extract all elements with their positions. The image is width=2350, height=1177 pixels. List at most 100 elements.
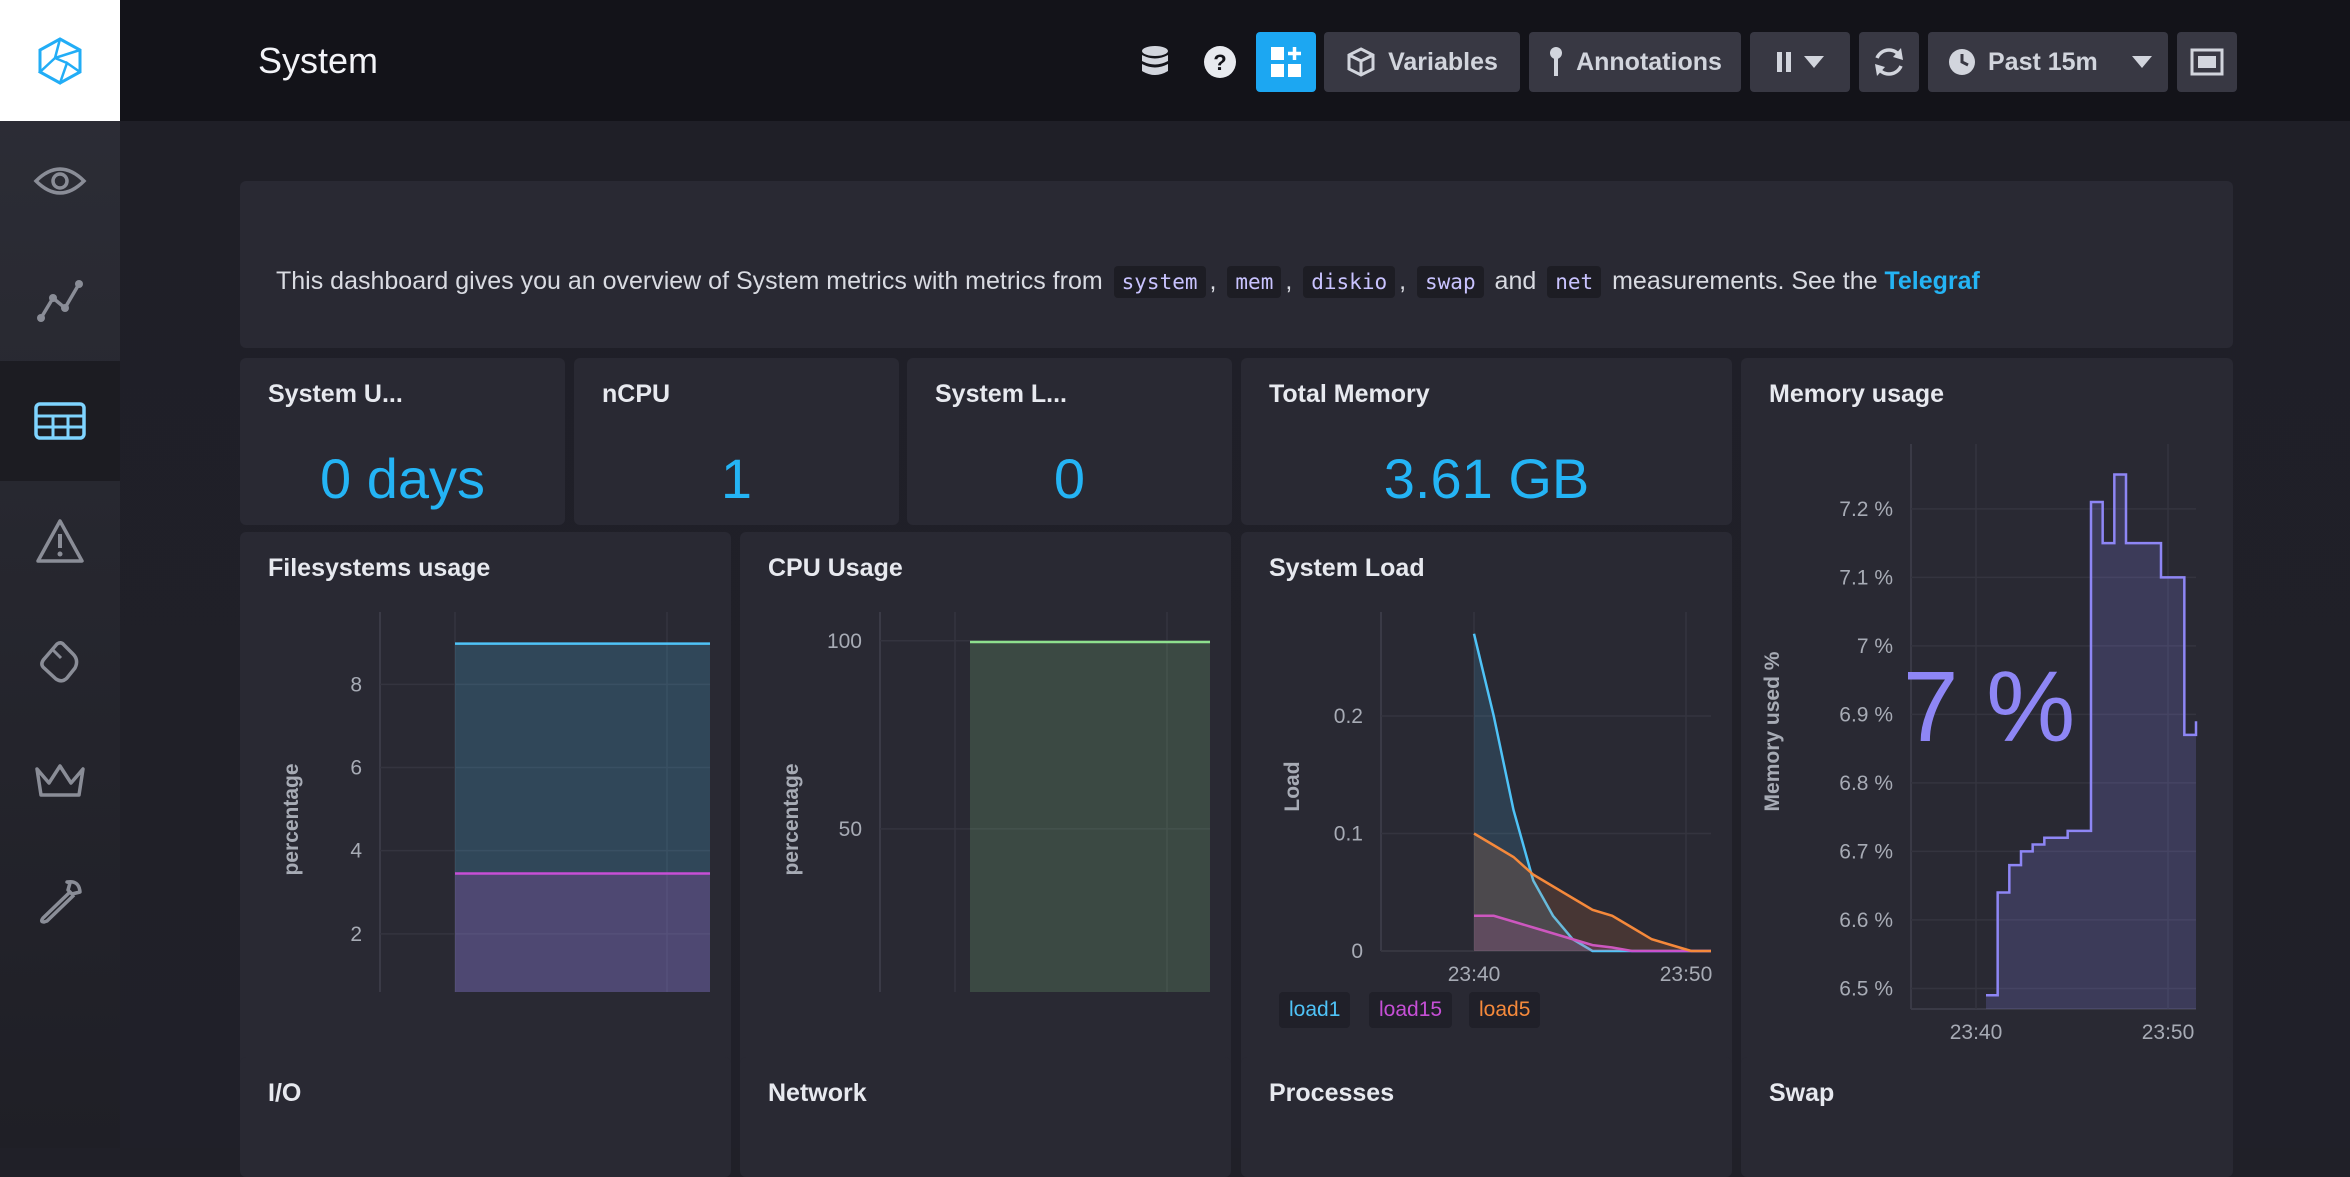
stat-value: 0 <box>1053 447 1086 510</box>
io-cell[interactable]: I/O <box>240 1057 731 1177</box>
logo[interactable] <box>0 0 120 121</box>
series-area <box>455 873 710 992</box>
swap-cell[interactable]: Swap <box>1741 1057 2233 1177</box>
series-area <box>1474 633 1711 951</box>
pause-icon <box>1777 52 1791 72</box>
graph-icon <box>37 280 83 322</box>
x-tick-label: 23:50 <box>1660 963 1713 986</box>
y-axis-label: percentage <box>280 763 303 875</box>
nav-item-admin[interactable] <box>0 721 120 841</box>
help-button[interactable]: ? <box>1195 32 1245 92</box>
y-tick-label: 7.2 % <box>1839 498 1893 521</box>
add-cell-icon <box>1271 47 1301 77</box>
memory-chart: 6.5 % 6.6 % 6.7 % 6.8 % 6.9 % 7 % 7.1 % 7.2 % 23… <box>1761 444 2198 1044</box>
stat-cell-load[interactable]: System L... 0 <box>907 358 1232 525</box>
y-axis-label: Memory used % <box>1761 651 1784 811</box>
cell-title: Network <box>768 1079 867 1107</box>
fullscreen-button[interactable] <box>2177 32 2237 92</box>
database-icon <box>1142 46 1168 75</box>
cell-title: System Load <box>1269 554 1425 582</box>
x-tick-label: 23:40 <box>1448 963 1501 986</box>
dashboards-icon <box>34 402 86 440</box>
sidebar <box>0 0 120 1148</box>
svg-text:?: ? <box>1213 50 1226 75</box>
network-cell[interactable]: Network <box>740 1057 1231 1177</box>
load-chart: 0 0.1 0.2 23:40 23:50 Load <box>1281 612 1713 986</box>
cube-icon <box>1347 47 1375 77</box>
stat-value: 0 days <box>320 447 485 510</box>
nav-item-alerting[interactable] <box>0 481 120 601</box>
y-tick-label: 6.8 % <box>1839 772 1893 795</box>
database-button[interactable] <box>1130 32 1180 92</box>
cell-title: System L... <box>935 380 1067 408</box>
alert-icon <box>36 519 84 563</box>
memory-usage-cell[interactable]: Memory usage 6.5 % 6.6 % 6.7 % 6.8 % 6.9 % 7 … <box>1741 358 2233 1170</box>
legend-item[interactable]: load15 <box>1369 992 1453 1028</box>
series-line-0 <box>1986 473 2198 997</box>
dashboard-canvas: This dashboard gives you an overview of … <box>120 121 2350 1177</box>
legend-item[interactable]: load5 <box>1469 992 1541 1028</box>
annotations-button[interactable]: Annotations <box>1529 32 1741 92</box>
y-tick-label: 100 <box>827 630 862 653</box>
y-tick-label: 0.1 <box>1334 823 1363 846</box>
refresh-icon <box>1875 48 1903 76</box>
telegraf-link[interactable]: Telegraf <box>1884 267 1980 295</box>
series-area <box>1474 915 1711 951</box>
nav-item-data-explorer[interactable] <box>0 121 120 241</box>
load-legend: load1 load15 load5 <box>1279 992 1719 1028</box>
nav-item-configuration[interactable] <box>0 841 120 961</box>
stat-cell-ncpu[interactable]: nCPU 1 <box>574 358 899 525</box>
series-line-load15 <box>1474 914 1711 953</box>
chevron-down-icon <box>1804 56 1824 68</box>
time-range-dropdown[interactable]: Past 15m <box>1928 32 2168 92</box>
y-tick-label: 50 <box>839 818 862 841</box>
series-area <box>1474 833 1711 951</box>
annotations-label: Annotations <box>1576 47 1722 76</box>
cell-title: Swap <box>1769 1079 1835 1107</box>
x-tick-label: 23:50 <box>2142 1021 2195 1044</box>
processes-cell[interactable]: Processes <box>1241 1057 1732 1177</box>
y-tick-label: 7.1 % <box>1839 566 1893 589</box>
y-tick-label: 6.6 % <box>1839 909 1893 932</box>
cell-title: CPU Usage <box>768 554 903 582</box>
series-area <box>970 641 1210 992</box>
memory-big-value: 7 % <box>1903 651 2075 763</box>
stat-value: 3.61 GB <box>1383 447 1590 510</box>
x-tick-label: 23:40 <box>1950 1021 2003 1044</box>
hand-icon <box>40 640 79 683</box>
page-title: System <box>258 40 379 81</box>
cell-title: Filesystems usage <box>268 554 491 582</box>
y-tick-label: 0 <box>1351 940 1363 963</box>
y-tick-label: 2 <box>350 923 362 946</box>
note-cell[interactable]: This dashboard gives you an overview of … <box>240 181 2233 348</box>
cell-title: nCPU <box>602 380 671 408</box>
nav-item-graph[interactable] <box>0 241 120 361</box>
note-text: This dashboard gives you an overview of … <box>276 266 1980 298</box>
y-tick-label: 8 <box>350 673 362 696</box>
influx-logo-icon <box>37 36 82 85</box>
variables-button[interactable]: Variables <box>1324 32 1520 92</box>
add-cell-button[interactable] <box>1256 32 1316 92</box>
header: System ? Variables Annotations Past 15m <box>120 0 2350 121</box>
y-tick-label: 6 <box>350 757 362 780</box>
eye-icon <box>33 167 87 195</box>
time-range-label: Past 15m <box>1988 47 2098 76</box>
nav-item-logs[interactable] <box>0 601 120 721</box>
y-axis-label: Load <box>1281 761 1304 811</box>
y-tick-label: 0.2 <box>1334 705 1363 728</box>
refresh-button[interactable] <box>1859 32 1919 92</box>
nav-item-dashboards[interactable] <box>0 361 120 481</box>
stat-cell-total-memory[interactable]: Total Memory 3.61 GB <box>1241 358 1732 525</box>
crown-icon <box>35 764 85 797</box>
cell-title: Total Memory <box>1269 380 1430 408</box>
autorefresh-dropdown[interactable] <box>1750 32 1850 92</box>
chevron-down-icon <box>2131 56 2152 68</box>
y-tick-label: 6.5 % <box>1839 977 1893 1000</box>
y-tick-label: 6.7 % <box>1839 840 1893 863</box>
legend-item[interactable]: load1 <box>1279 992 1351 1028</box>
y-tick-label: 6.9 % <box>1839 703 1893 726</box>
stat-cell-uptime[interactable]: System U... 0 days <box>240 358 565 525</box>
variables-label: Variables <box>1388 47 1498 76</box>
